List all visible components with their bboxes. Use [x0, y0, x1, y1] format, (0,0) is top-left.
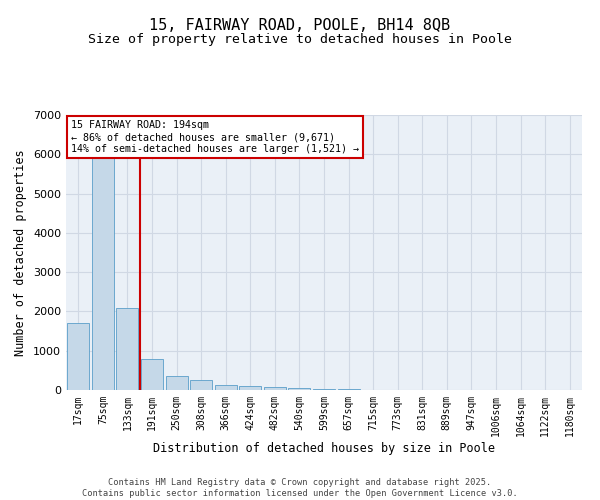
Bar	[313, 389, 335, 390]
Bar	[166, 376, 188, 390]
Text: 15 FAIRWAY ROAD: 194sqm
← 86% of detached houses are smaller (9,671)
14% of semi: 15 FAIRWAY ROAD: 194sqm ← 86% of detache…	[71, 120, 359, 154]
Text: Contains HM Land Registry data © Crown copyright and database right 2025.
Contai: Contains HM Land Registry data © Crown c…	[82, 478, 518, 498]
Bar	[215, 385, 237, 390]
Bar	[92, 158, 114, 390]
Bar	[289, 388, 310, 390]
Text: Size of property relative to detached houses in Poole: Size of property relative to detached ho…	[88, 32, 512, 46]
Bar	[116, 308, 139, 390]
Bar	[67, 323, 89, 390]
Bar	[264, 387, 286, 390]
Bar	[141, 358, 163, 390]
X-axis label: Distribution of detached houses by size in Poole: Distribution of detached houses by size …	[153, 442, 495, 454]
Bar	[239, 386, 262, 390]
Bar	[190, 380, 212, 390]
Y-axis label: Number of detached properties: Number of detached properties	[14, 149, 28, 356]
Text: 15, FAIRWAY ROAD, POOLE, BH14 8QB: 15, FAIRWAY ROAD, POOLE, BH14 8QB	[149, 18, 451, 32]
